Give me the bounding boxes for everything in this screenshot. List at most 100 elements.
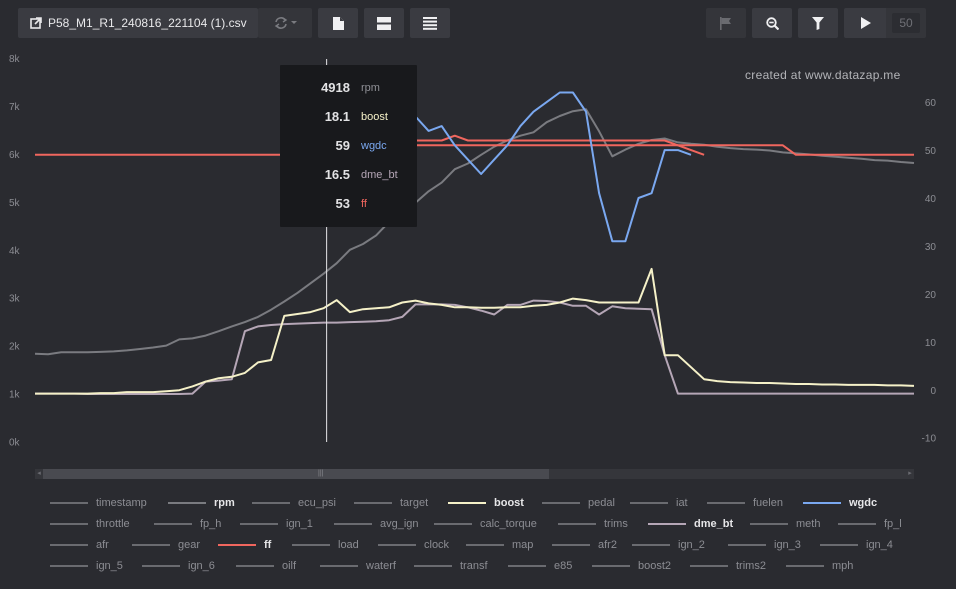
legend-label: timestamp [96, 497, 147, 509]
document-icon [332, 16, 344, 30]
legend-item-target[interactable]: target [354, 495, 428, 511]
tooltip-value: 16.5 [324, 167, 350, 182]
zoom-out-button[interactable] [752, 8, 792, 38]
legend-label: ign_3 [774, 539, 801, 551]
legend-item-afr[interactable]: afr [50, 537, 109, 553]
legend-label: ecu_psi [298, 497, 336, 509]
legend-item-ign-4[interactable]: ign_4 [820, 537, 893, 553]
watermark: created at www.datazap.me [745, 68, 901, 82]
legend-label: afr2 [598, 539, 617, 551]
tooltip-name: rpm [361, 82, 380, 94]
legend-item-ign-1[interactable]: ign_1 [240, 516, 313, 532]
legend-label: target [400, 497, 429, 509]
legend-item-meth[interactable]: meth [750, 516, 820, 532]
legend-item-ign-6[interactable]: ign_6 [142, 558, 215, 574]
filter-icon [812, 16, 824, 30]
legend-item-throttle[interactable]: throttle [50, 516, 130, 532]
legend-label: map [512, 539, 534, 551]
legend-swatch [50, 502, 88, 504]
toolbar: P58_M1_R1_240816_221104 (1).csv [0, 0, 956, 46]
legend: timestamp rpm ecu_psi target boost pedal iat fu… [0, 492, 956, 582]
series-line-boost [35, 267, 915, 395]
legend-swatch [786, 565, 824, 567]
series-line-rpm [34, 108, 915, 356]
legend-item-ign-3[interactable]: ign_3 [728, 537, 801, 553]
legend-item-fp-l[interactable]: fp_l [838, 516, 902, 532]
legend-item-trims2[interactable]: trims2 [690, 558, 766, 574]
line-chart[interactable]: 0k 1k 2k 3k 4k 5k 6k 7k 8k -10 0 10 20 30 40 50 60 [0, 46, 956, 456]
legend-item-avg-ign[interactable]: avg_ign [334, 516, 419, 532]
legend-item-fp-h[interactable]: fp_h [154, 516, 221, 532]
legend-item-boost2[interactable]: boost2 [592, 558, 671, 574]
list-view-button[interactable] [410, 8, 450, 38]
legend-item-ign-2[interactable]: ign_2 [632, 537, 705, 553]
play-button[interactable] [844, 8, 888, 38]
legend-label: calc_torque [480, 518, 537, 530]
right-axis-tick-label: -10 [922, 434, 937, 445]
legend-item-ecu-psi[interactable]: ecu_psi [252, 495, 336, 511]
legend-item-ff[interactable]: ff [218, 537, 271, 553]
legend-item-trims[interactable]: trims [558, 516, 628, 532]
legend-item-rpm[interactable]: rpm [168, 495, 235, 511]
scroll-right-arrow-icon[interactable]: ▸ [908, 470, 912, 477]
legend-label: dme_bt [694, 518, 734, 530]
legend-label: fp_h [200, 518, 222, 530]
legend-swatch [142, 565, 180, 567]
document-button[interactable] [318, 8, 358, 38]
legend-item-ign-5[interactable]: ign_5 [50, 558, 123, 574]
split-view-icon [377, 16, 391, 30]
legend-swatch [320, 565, 358, 567]
legend-item-transf[interactable]: transf [414, 558, 488, 574]
legend-item-afr2[interactable]: afr2 [552, 537, 617, 553]
legend-swatch [236, 565, 274, 567]
file-button[interactable]: P58_M1_R1_240816_221104 (1).csv [18, 8, 258, 38]
legend-swatch [354, 502, 392, 504]
legend-item-waterf[interactable]: waterf [320, 558, 396, 574]
legend-swatch [466, 544, 504, 546]
legend-item-map[interactable]: map [466, 537, 533, 553]
legend-item-oilf[interactable]: oilf [236, 558, 296, 574]
left-axis-tick-label: 6k [9, 150, 21, 161]
legend-label: avg_ign [380, 518, 419, 530]
flag-button[interactable] [706, 8, 746, 38]
legend-swatch [508, 565, 546, 567]
left-axis-tick-label: 1k [9, 390, 21, 401]
legend-item-fuelen[interactable]: fuelen [707, 495, 783, 511]
legend-swatch [728, 544, 766, 546]
legend-item-boost[interactable]: boost [448, 495, 524, 511]
legend-item-gear[interactable]: gear [132, 537, 200, 553]
legend-swatch [252, 502, 290, 504]
legend-swatch [690, 565, 728, 567]
legend-item-calc-torque[interactable]: calc_torque [434, 516, 537, 532]
legend-item-clock[interactable]: clock [378, 537, 449, 553]
split-view-button[interactable] [364, 8, 404, 38]
legend-item-pedal[interactable]: pedal [542, 495, 615, 511]
legend-label: waterf [366, 560, 396, 572]
left-axis-tick-label: 5k [9, 198, 21, 209]
legend-item-wgdc[interactable]: wgdc [803, 495, 877, 511]
series-line-dme-bt [35, 299, 914, 395]
series-line-ff [389, 134, 705, 156]
legend-label: trims [604, 518, 628, 530]
filter-button[interactable] [798, 8, 838, 38]
legend-item-dme-bt[interactable]: dme_bt [648, 516, 733, 532]
legend-swatch [750, 523, 788, 525]
playback-speed-input[interactable]: 50 [886, 8, 926, 38]
scrollbar-thumb[interactable]: ||| [43, 469, 549, 479]
legend-item-iat[interactable]: iat [630, 495, 688, 511]
sync-button[interactable] [258, 8, 312, 38]
right-axis-tick-label: 50 [925, 146, 937, 157]
left-axis-tick-label: 4k [9, 246, 21, 257]
legend-label: ign_1 [286, 518, 313, 530]
timeline-scrollbar[interactable]: ◂ ||| ▸ [35, 469, 914, 479]
left-axis-tick-label: 2k [9, 342, 21, 353]
legend-item-load[interactable]: load [292, 537, 359, 553]
legend-swatch [50, 544, 88, 546]
legend-item-timestamp[interactable]: timestamp [50, 495, 147, 511]
scroll-left-arrow-icon[interactable]: ◂ [37, 470, 41, 477]
legend-item-e85[interactable]: e85 [508, 558, 572, 574]
legend-item-mph[interactable]: mph [786, 558, 853, 574]
external-link-icon [30, 17, 42, 29]
legend-swatch [50, 523, 88, 525]
left-axis-tick-label: 0k [9, 438, 21, 449]
